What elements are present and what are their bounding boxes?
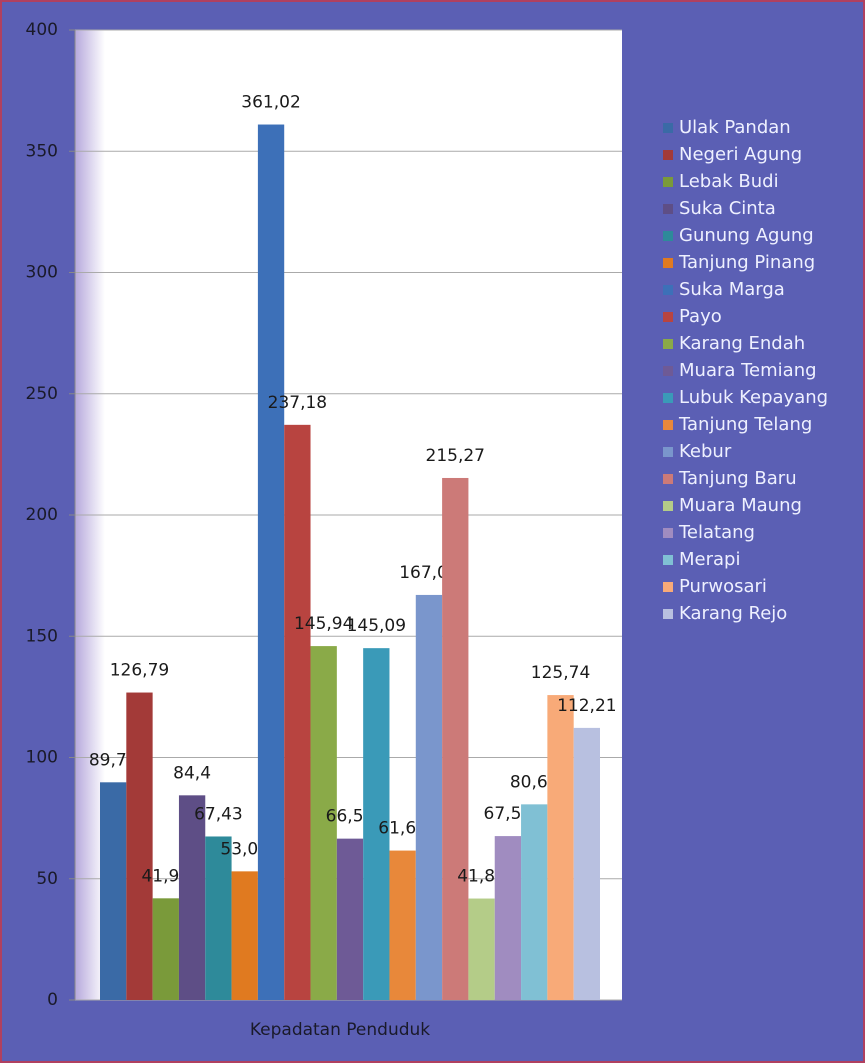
legend-label: Muara Maung [679, 495, 802, 516]
legend-swatch [663, 339, 673, 349]
bar [547, 695, 574, 1000]
y-tick-label: 350 [26, 141, 58, 161]
legend-swatch [663, 501, 673, 511]
legend-swatch [663, 474, 673, 484]
legend-swatch [663, 393, 673, 403]
bar [100, 782, 127, 1000]
data-label: 126,79 [110, 661, 169, 681]
bar [178, 795, 206, 1000]
legend-label: Karang Rejo [679, 603, 787, 624]
data-label: 53,05 [220, 839, 269, 859]
legend-swatch [663, 150, 673, 160]
legend-label: Purwosari [679, 576, 767, 597]
y-tick-label: 200 [26, 505, 58, 525]
bar [468, 898, 495, 1000]
bar [442, 477, 469, 1001]
bar [284, 424, 311, 1000]
y-tick-label: 300 [26, 263, 58, 283]
bar [415, 594, 443, 1000]
y-tick-label: 50 [36, 869, 58, 889]
data-label: 145,09 [347, 616, 406, 636]
bar [521, 804, 548, 1000]
legend-label: Kebur [679, 441, 732, 462]
legend-swatch [663, 582, 673, 592]
legend-swatch [663, 285, 673, 295]
data-label: 41,84 [457, 867, 506, 887]
legend-swatch [663, 420, 673, 430]
y-tick-label: 250 [26, 384, 58, 404]
data-label: 112,21 [557, 696, 616, 716]
legend-swatch [663, 312, 673, 322]
bar [205, 836, 232, 1000]
legend-swatch [663, 258, 673, 268]
legend-swatch [663, 555, 673, 565]
legend-swatch [663, 528, 673, 538]
bar [494, 836, 522, 1000]
legend-swatch [663, 447, 673, 457]
legend-swatch [663, 204, 673, 214]
bar [152, 898, 179, 1000]
bar [231, 871, 258, 1000]
y-tick-label: 0 [47, 990, 58, 1010]
legend-swatch [663, 177, 673, 187]
data-label: 125,74 [531, 663, 590, 683]
legend-label: Telatang [678, 522, 755, 543]
x-tick-label: Kepadatan Penduduk [250, 1020, 430, 1040]
legend-label: Suka Marga [679, 279, 785, 300]
legend-swatch [663, 123, 673, 133]
bar [257, 124, 285, 1001]
data-label: 67,59 [484, 804, 533, 824]
bar [336, 838, 364, 1000]
legend-label: Suka Cinta [679, 198, 776, 219]
legend-label: Payo [679, 306, 722, 327]
legend-label: Lubuk Kepayang [679, 387, 828, 408]
data-label: 66,54 [326, 807, 375, 827]
legend-swatch [663, 609, 673, 619]
bar [126, 692, 153, 1000]
data-label: 41,93 [141, 866, 190, 886]
data-label: 145,94 [294, 614, 353, 634]
data-label: 80,68 [510, 772, 559, 792]
legend-label: Tanjung Pinang [678, 252, 815, 273]
y-tick-label: 150 [26, 626, 58, 646]
legend-label: Ulak Pandan [679, 117, 791, 138]
bar [389, 850, 416, 1000]
bar [573, 727, 600, 1000]
bar [310, 646, 337, 1000]
y-tick-label: 400 [26, 20, 58, 40]
data-label: 67,43 [194, 804, 243, 824]
data-label: 361,02 [241, 93, 300, 113]
data-label: 215,27 [426, 446, 485, 466]
legend-label: Gunung Agung [679, 225, 814, 246]
legend-label: Lebak Budi [679, 171, 779, 192]
legend-swatch [663, 231, 673, 241]
legend-label: Karang Endah [679, 333, 805, 354]
data-label: 61,62 [378, 819, 427, 839]
legend-label: Muara Temiang [679, 360, 817, 381]
legend-label: Tanjung Baru [678, 468, 797, 489]
data-label: 84,4 [173, 763, 211, 783]
legend-label: Negeri Agung [679, 144, 802, 165]
data-label: 237,18 [268, 393, 327, 413]
bar [363, 648, 390, 1000]
legend-label: Tanjung Telang [678, 414, 812, 435]
legend-swatch [663, 366, 673, 376]
y-tick-label: 100 [26, 748, 58, 768]
data-label: 89,77 [89, 750, 138, 770]
legend-label: Merapi [679, 549, 740, 570]
